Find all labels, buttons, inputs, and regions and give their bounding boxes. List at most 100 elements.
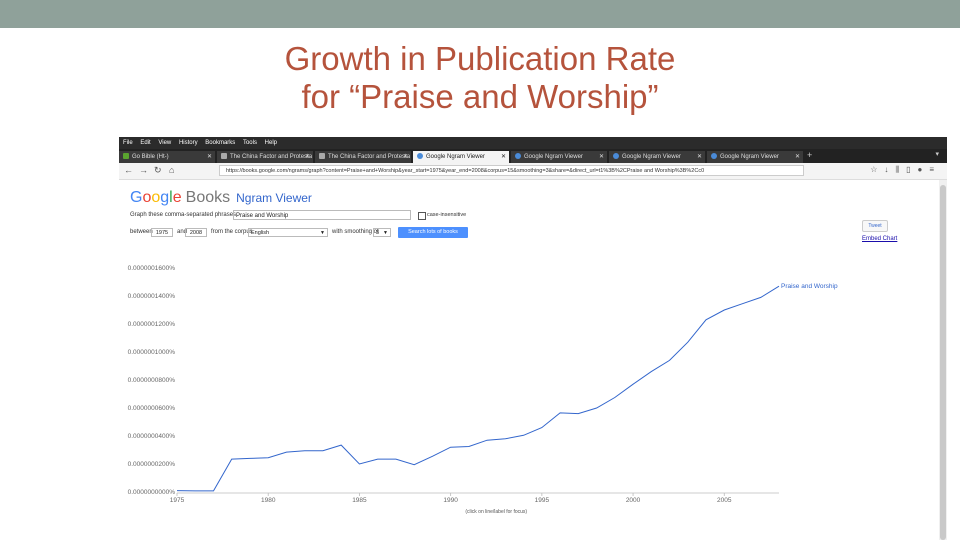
green-favicon-icon xyxy=(123,153,129,160)
search-books-button[interactable]: Search lots of books xyxy=(398,227,468,238)
url-bar[interactable]: https://books.google.com/ngrams/graph?co… xyxy=(219,165,804,176)
tab-label: Go Bible (Ht-) xyxy=(132,154,169,160)
tweet-button[interactable]: Tweet xyxy=(862,220,888,232)
menu-edit[interactable]: Edit xyxy=(140,140,151,146)
ngram-page: Google Books Ngram Viewer Graph these comm… xyxy=(119,180,939,540)
chevron-down-icon[interactable]: ▾ xyxy=(935,151,939,158)
corpus-select[interactable]: English ▼ xyxy=(248,228,328,237)
y-tick-label: 0.0000000600% xyxy=(128,405,176,412)
x-tick-label: 1995 xyxy=(535,497,550,504)
tab-ngram-4[interactable]: Google Ngram Viewer ✕ xyxy=(707,151,803,163)
tab-go-bible[interactable]: Go Bible (Ht-) ✕ xyxy=(119,151,215,163)
tab-china-factor-2[interactable]: The China Factor and Protesta ✕ xyxy=(315,151,411,163)
google-favicon-icon xyxy=(515,153,521,160)
tab-label: Google Ngram Viewer xyxy=(426,154,485,160)
browser-menu-bar: File Edit View History Bookmarks Tools H… xyxy=(119,137,947,149)
library-icon[interactable]: ⫼ xyxy=(895,165,907,174)
between-label: between xyxy=(130,229,153,235)
tab-ngram-2[interactable]: Google Ngram Viewer ✕ xyxy=(511,151,607,163)
series-label[interactable]: Praise and Worship xyxy=(781,283,838,290)
smoothing-value: 3 xyxy=(376,230,380,236)
close-icon[interactable]: ✕ xyxy=(206,154,212,160)
tab-label: The China Factor and Protesta xyxy=(328,154,411,160)
chevron-down-icon: ▼ xyxy=(383,230,388,236)
and-label: and xyxy=(177,229,188,235)
forward-arrow-icon[interactable]: → xyxy=(139,165,148,175)
close-icon[interactable]: ✕ xyxy=(500,154,506,160)
download-icon[interactable]: ↓ xyxy=(884,165,896,174)
url-text: https://books.google.com/ngrams/graph?co… xyxy=(226,168,705,174)
x-tick-label: 2005 xyxy=(717,497,732,504)
year-end-input[interactable]: 2008 xyxy=(185,228,207,237)
tab-china-factor-1[interactable]: The China Factor and Protesta ✕ xyxy=(217,151,313,163)
google-favicon-icon xyxy=(613,153,619,160)
menu-help[interactable]: Help xyxy=(264,140,277,146)
query-input[interactable]: Praise and Worship xyxy=(233,210,411,220)
menu-tools[interactable]: Tools xyxy=(242,140,257,146)
logo-books-label: Books xyxy=(185,189,231,206)
y-tick-label: 0.0000001000% xyxy=(128,349,176,356)
y-tick-label: 0.0000001400% xyxy=(128,293,176,300)
case-insensitive-checkbox[interactable] xyxy=(418,212,426,220)
slide-title-line-2: for “Praise and Worship” xyxy=(301,78,659,115)
x-tick-label: 1990 xyxy=(443,497,458,504)
tab-ngram-active[interactable]: Google Ngram Viewer ✕ xyxy=(413,151,509,163)
ngram-line-chart: 0.0000000000% 0.0000000200% 0.0000000400% 0… xyxy=(128,265,838,515)
chevron-down-icon: ▼ xyxy=(320,230,325,236)
scrollbar-thumb[interactable] xyxy=(940,185,946,540)
bookmark-icon[interactable]: ☆ xyxy=(870,165,885,174)
toolbar-icons: ☆↓⫼▯●≡ xyxy=(870,165,941,175)
navigation-bar: ← → ↻ ⌂ https://books.google.com/ngrams/… xyxy=(119,163,947,180)
back-arrow-icon[interactable]: ← xyxy=(124,165,133,175)
reload-icon[interactable]: ↻ xyxy=(154,165,162,175)
tweet-label: Tweet xyxy=(868,223,882,229)
graph-label: Graph these comma-separated phrases: xyxy=(130,212,238,218)
smoothing-select[interactable]: 3 ▼ xyxy=(373,228,391,237)
menu-view[interactable]: View xyxy=(158,140,172,146)
menu-file[interactable]: File xyxy=(123,140,133,146)
document-favicon-icon xyxy=(319,153,325,160)
close-icon[interactable]: ✕ xyxy=(794,154,800,160)
tab-label: Google Ngram Viewer xyxy=(524,154,583,160)
slide-title: Growth in Publication Rate for “Praise a… xyxy=(0,40,960,116)
embed-chart-link[interactable]: Embed Chart xyxy=(862,236,898,242)
year-start-input[interactable]: 1975 xyxy=(151,228,173,237)
tab-bar: Go Bible (Ht-) ✕ The China Factor and Pro… xyxy=(119,149,947,163)
slide-top-bar xyxy=(0,0,960,28)
tab-ngram-3[interactable]: Google Ngram Viewer ✕ xyxy=(609,151,705,163)
x-tick-label: 1980 xyxy=(261,497,276,504)
y-tick-label: 0.0000001200% xyxy=(128,321,176,328)
tab-label: The China Factor and Protesta xyxy=(230,154,313,160)
close-icon[interactable]: ✕ xyxy=(402,154,408,160)
tab-label: Google Ngram Viewer xyxy=(622,154,681,160)
new-tab-icon[interactable]: + xyxy=(807,150,813,160)
y-tick-label: 0.0000000400% xyxy=(128,433,176,440)
slide-title-line-1: Growth in Publication Rate xyxy=(284,40,676,77)
google-favicon-icon xyxy=(417,153,423,160)
sidebar-icon[interactable]: ▯ xyxy=(906,165,918,174)
menu-history[interactable]: History xyxy=(178,140,198,146)
smoothing-label: with smoothing of xyxy=(332,229,379,235)
ngram-viewer-title: Ngram Viewer xyxy=(236,191,312,205)
y-tick-label: 0.0000000200% xyxy=(128,461,176,468)
y-tick-label: 0.0000000000% xyxy=(128,489,176,496)
home-icon[interactable]: ⌂ xyxy=(169,165,175,175)
x-tick-label: 1975 xyxy=(170,497,185,504)
extension-icon[interactable]: ● xyxy=(917,165,930,174)
x-tick-label: 1985 xyxy=(352,497,367,504)
corpus-label: from the corpus xyxy=(211,229,253,235)
close-icon[interactable]: ✕ xyxy=(304,154,310,160)
case-insensitive-label: case-insensitive xyxy=(427,212,467,218)
menu-icon[interactable]: ≡ xyxy=(929,165,941,174)
google-books-logo: Google Books Ngram Viewer xyxy=(130,189,312,206)
corpus-value: English xyxy=(251,230,270,236)
y-tick-label: 0.0000001600% xyxy=(128,265,176,272)
close-icon[interactable]: ✕ xyxy=(696,154,702,160)
tab-label: Google Ngram Viewer xyxy=(720,154,779,160)
menu-bookmarks[interactable]: Bookmarks xyxy=(205,140,236,146)
series-line-praise-and-worship[interactable] xyxy=(176,285,780,492)
document-favicon-icon xyxy=(221,153,227,160)
browser-screenshot: File Edit View History Bookmarks Tools H… xyxy=(119,137,947,540)
close-icon[interactable]: ✕ xyxy=(598,154,604,160)
y-tick-label: 0.0000000800% xyxy=(128,377,176,384)
